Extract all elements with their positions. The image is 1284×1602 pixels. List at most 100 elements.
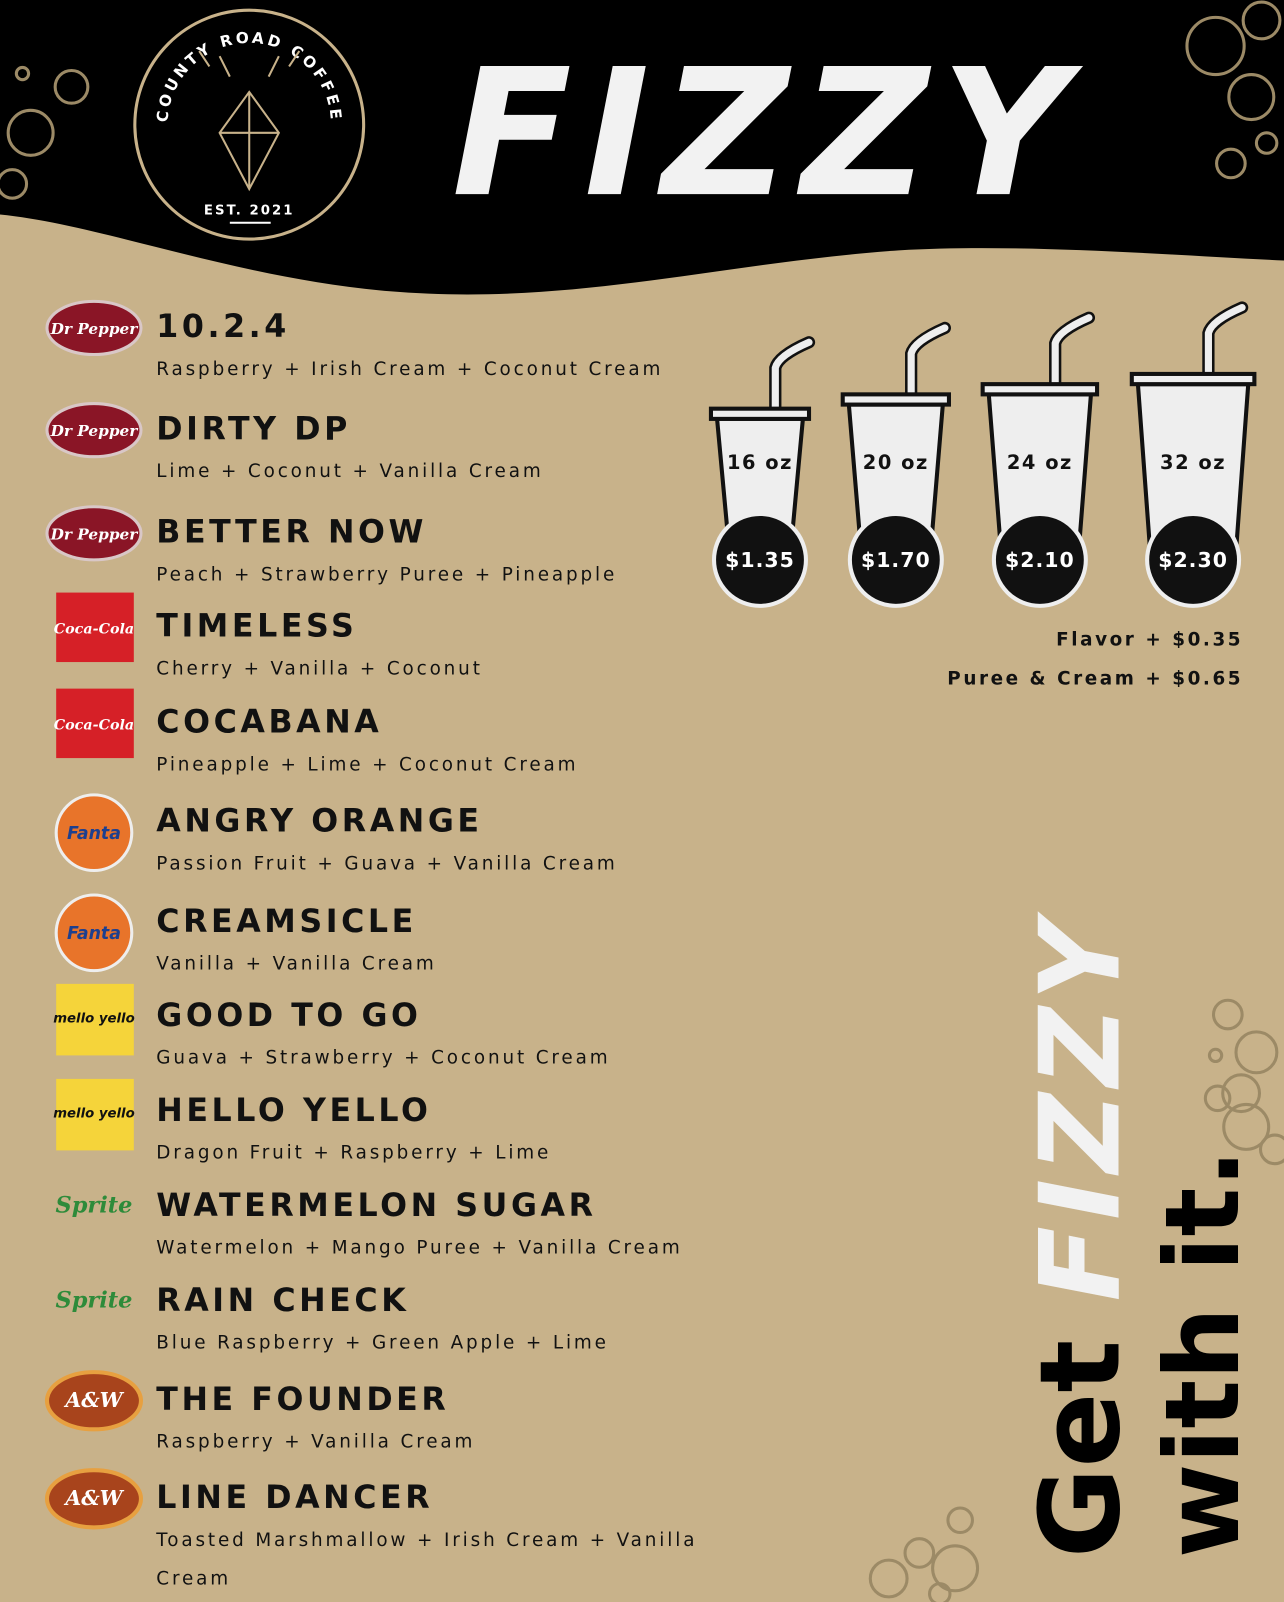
item-ingredients: Guava + Strawberry + Coconut Cream: [156, 1048, 610, 1069]
addon: Puree & Cream + $0.65: [947, 669, 1243, 690]
item-name: ANGRY ORANGE: [156, 804, 482, 840]
brand-badge: [56, 983, 134, 1056]
cup-size: 32 oz: [1160, 451, 1226, 474]
item-name: WATERMELON SUGAR: [156, 1188, 596, 1224]
item-name: DIRTY DP: [156, 411, 351, 447]
brand-name: mello yello: [53, 1107, 134, 1122]
brand-logo: A&W: [44, 1468, 144, 1530]
sizes: 16 oz $1.35 20 oz $1.70 24 oz $2.10 32 oz $2.30: [708, 301, 1257, 608]
item-name: HELLO YELLO: [156, 1093, 431, 1129]
item-name: 10.2.4: [156, 309, 290, 345]
item-name: LINE DANCER: [156, 1480, 433, 1516]
brand-logo: Dr Pepper: [45, 299, 143, 357]
brand-logo: Sprite: [55, 1288, 132, 1314]
cup-lid: [708, 406, 812, 421]
brand-name: Dr Pepper: [50, 525, 139, 543]
tagline-line1: Get FIZZY: [1018, 911, 1146, 1559]
brand-name: Dr Pepper: [50, 422, 139, 440]
straw-inner: [771, 338, 813, 413]
item-name: BETTER NOW: [156, 515, 427, 551]
brand-badge: [56, 688, 134, 759]
brand-badge: [44, 1468, 144, 1530]
ingredients-line: Cream: [156, 1569, 231, 1590]
cup-price: $2.10: [1005, 548, 1075, 572]
cup-lid: [980, 382, 1100, 397]
cup-size: 16 oz: [727, 451, 793, 474]
price-badge: [847, 511, 944, 608]
price-badge: [1145, 511, 1242, 608]
brand-badge: [45, 402, 143, 459]
brand-logo: mello yello: [53, 983, 135, 1056]
brand-logo: Coca-Cola: [54, 688, 134, 759]
brand-name: Fanta: [67, 824, 121, 844]
cup: 24 oz $2.10: [980, 311, 1100, 608]
cup-price: $1.35: [725, 548, 795, 572]
brand-logo: Coca-Cola: [54, 592, 134, 663]
brand-logo: Sprite: [55, 1193, 132, 1219]
brand-name: Sprite: [55, 1288, 132, 1314]
brand-name: Dr Pepper: [50, 320, 139, 338]
item-ingredients: Cherry + Vanilla + Coconut: [156, 658, 482, 679]
item-ingredients: Lime + Coconut + Vanilla Cream: [156, 461, 543, 482]
logo: COUNTY ROAD COFFEE EST. 2021: [133, 8, 366, 241]
brand-name: Coca-Cola: [54, 621, 134, 637]
addon: Flavor + $0.35: [1056, 630, 1243, 651]
cup: 16 oz $1.35: [708, 336, 816, 608]
brand-name: mello yello: [53, 1012, 134, 1027]
item-ingredients: Peach + Strawberry Puree + Pineapple: [156, 564, 617, 585]
item-ingredients: Pineapple + Lime + Coconut Cream: [156, 754, 578, 775]
cup-price: $2.30: [1158, 548, 1228, 572]
item-name: TIMELESS: [156, 609, 357, 645]
item-ingredients: Raspberry + Irish Cream + Coconut Cream: [156, 359, 663, 380]
item-name: RAIN CHECK: [156, 1283, 409, 1319]
item-name: THE FOUNDER: [156, 1382, 449, 1418]
brand-name: Fanta: [67, 924, 121, 944]
brand-badge: [44, 1370, 144, 1432]
tagline-fizzy: FIZZY: [1018, 911, 1146, 1302]
brand-name: A&W: [63, 1388, 124, 1412]
brand-logo: Fanta: [54, 893, 134, 973]
brand-logo: Fanta: [54, 793, 134, 873]
tagline-line2: with it.: [1144, 1149, 1263, 1558]
item-ingredients: Blue Raspberry + Green Apple + Lime: [156, 1333, 609, 1354]
cup: 20 oz $1.70: [840, 321, 951, 608]
item-ingredients: Passion Fruit + Guava + Vanilla Cream: [156, 853, 617, 874]
straw-inner: [1204, 303, 1246, 378]
brand-logo: Dr Pepper: [45, 505, 143, 562]
logo-est: EST. 2021: [204, 204, 295, 219]
item-name: GOOD TO GO: [156, 998, 421, 1034]
items: Dr Pepper 10.2.4 Raspberry + Irish Cream +…: [44, 299, 697, 1590]
brand-badge: [45, 299, 143, 357]
brand-badge: [45, 505, 143, 562]
cup-size: 24 oz: [1007, 451, 1073, 474]
brand-name: Sprite: [55, 1193, 132, 1219]
cup-size: 20 oz: [863, 451, 929, 474]
item-ingredients: Toasted Marshmallow + Irish Cream + Vani…: [155, 1530, 697, 1590]
brand-logo: mello yello: [53, 1078, 135, 1151]
tagline-get: Get: [1018, 1340, 1146, 1558]
title: FIZZY: [452, 32, 1084, 236]
item-ingredients: Vanilla + Vanilla Cream: [156, 954, 436, 975]
brand-name: A&W: [63, 1486, 124, 1510]
brand-logo: A&W: [44, 1370, 144, 1432]
item-name: COCABANA: [156, 705, 382, 741]
brand-name: Coca-Cola: [54, 717, 134, 733]
item-ingredients: Raspberry + Vanilla Cream: [156, 1432, 475, 1453]
straw-inner: [907, 324, 949, 398]
cup: 32 oz $2.30: [1129, 301, 1257, 608]
ingredients-line: Toasted Marshmallow + Irish Cream + Vani…: [155, 1530, 697, 1551]
item-name: CREAMSICLE: [156, 904, 417, 940]
cup-lid: [840, 392, 951, 407]
price-badge: [991, 511, 1088, 608]
price-badge: [711, 511, 808, 608]
brand-badge: [54, 793, 134, 873]
brand-badge: [56, 1078, 134, 1151]
cup-price: $1.70: [861, 548, 931, 572]
brand-badge: [56, 592, 134, 663]
item-ingredients: Dragon Fruit + Raspberry + Lime: [156, 1143, 551, 1164]
cup-lid: [1129, 371, 1257, 387]
brand-logo: Dr Pepper: [45, 402, 143, 459]
item-ingredients: Watermelon + Mango Puree + Vanilla Cream: [156, 1238, 682, 1259]
